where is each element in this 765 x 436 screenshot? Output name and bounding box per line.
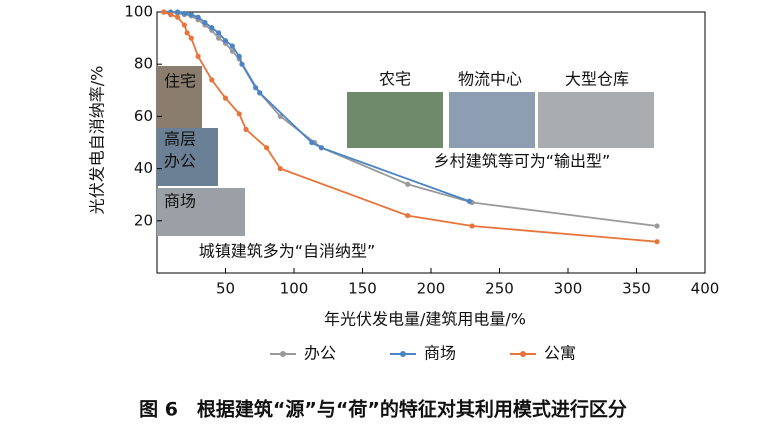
data-point xyxy=(239,61,245,67)
photo xyxy=(449,92,535,148)
photo-label: 物流中心 xyxy=(458,70,522,89)
data-point xyxy=(257,90,263,96)
x-tick-label: 200 xyxy=(417,280,446,298)
x-tick-label: 400 xyxy=(691,280,720,298)
data-point xyxy=(469,223,475,229)
data-point xyxy=(216,35,222,41)
x-tick-label: 250 xyxy=(485,280,514,298)
data-point xyxy=(195,14,201,20)
y-tick-label: 100 xyxy=(124,3,153,21)
data-point xyxy=(405,212,411,219)
data-point xyxy=(216,30,222,36)
y-tick-label: 40 xyxy=(134,159,153,177)
photo xyxy=(347,92,443,148)
data-point xyxy=(181,22,187,28)
data-point xyxy=(188,35,194,41)
x-tick-label: 350 xyxy=(622,280,651,298)
data-point xyxy=(229,48,235,54)
y-tick-label: 60 xyxy=(134,107,153,125)
data-point xyxy=(202,19,208,26)
data-point xyxy=(181,10,187,16)
series-line xyxy=(163,11,658,243)
data-point xyxy=(209,25,215,31)
x-tick-label: 300 xyxy=(554,280,583,298)
photo-label: 住宅 xyxy=(164,72,196,91)
y-tick-label: 20 xyxy=(134,211,153,229)
photo-label: 农宅 xyxy=(379,70,411,89)
data-point xyxy=(277,166,283,172)
data-point xyxy=(277,113,283,119)
x-tick-label: 150 xyxy=(348,280,377,298)
data-point xyxy=(174,9,181,15)
data-point xyxy=(253,85,259,91)
photo-label: 高层 xyxy=(164,130,196,149)
photo xyxy=(538,92,654,148)
data-point xyxy=(654,223,660,229)
data-point xyxy=(222,38,229,44)
x-axis-label: 年光伏发电量/建筑用电量/% xyxy=(324,310,526,329)
y-tick-label: 80 xyxy=(134,55,153,73)
data-point xyxy=(174,14,181,20)
data-point xyxy=(243,126,249,133)
legend-label: 办公 xyxy=(304,344,336,363)
data-point xyxy=(236,111,242,117)
data-point xyxy=(466,198,472,204)
photo xyxy=(157,188,245,236)
data-point xyxy=(318,145,324,151)
legend-label: 商场 xyxy=(424,344,456,363)
annotation: 城镇建筑多为“自消纳型” xyxy=(199,242,376,261)
x-tick-label: 50 xyxy=(216,280,235,298)
photo xyxy=(157,128,218,186)
data-point xyxy=(405,181,411,187)
caption: 图 6 根据建筑“源”与“荷”的特征对其利用模式进行区分 xyxy=(139,398,627,421)
data-point xyxy=(236,53,242,59)
y-axis-label: 光伏发电自消纳率/% xyxy=(88,66,107,215)
photo-label: 大型仓库 xyxy=(565,70,629,89)
legend-label: 公寓 xyxy=(544,344,576,363)
data-point xyxy=(229,43,235,49)
data-point xyxy=(222,95,229,101)
data-point xyxy=(168,12,174,18)
data-point xyxy=(654,239,660,245)
data-point xyxy=(161,9,167,15)
data-point xyxy=(309,139,315,146)
data-point xyxy=(264,145,270,151)
x-tick-label: 100 xyxy=(280,280,309,298)
data-point xyxy=(209,77,215,83)
legend-marker xyxy=(520,351,526,357)
data-point xyxy=(195,53,201,59)
annotation: 乡村建筑等可为“输出型” xyxy=(434,152,611,171)
legend-marker xyxy=(400,351,406,357)
photo xyxy=(157,66,202,128)
photo-label: 办公 xyxy=(164,152,196,171)
data-point xyxy=(188,12,194,18)
legend-marker xyxy=(280,351,286,357)
data-point xyxy=(184,30,190,36)
photo-label: 商场 xyxy=(164,192,196,211)
